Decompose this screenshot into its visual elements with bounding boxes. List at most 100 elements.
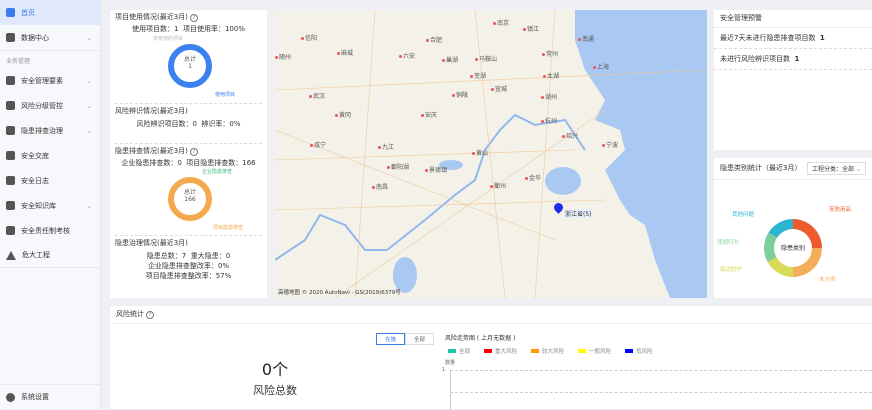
- project-usage-donut: 未使用的项目 总计 1 使用项目: [115, 34, 262, 100]
- toggle-in-progress[interactable]: 在施: [376, 333, 406, 345]
- city-label: 六安: [399, 51, 415, 60]
- pie-slice[interactable]: [764, 232, 777, 262]
- city-label: 常州: [542, 49, 558, 58]
- gridline: [450, 370, 872, 371]
- center-value: 1: [188, 63, 192, 70]
- sidebar-item-home[interactable]: 首页: [0, 0, 100, 25]
- sidebar-item-hazard-govern[interactable]: 隐患排查治理 ⌄: [0, 118, 100, 143]
- roads: [275, 10, 707, 298]
- project-category-select[interactable]: 工程分类：全部 ⌄: [807, 162, 866, 175]
- legend-swatch: [484, 349, 493, 353]
- shield-icon: [6, 76, 15, 85]
- city-label: 南通: [578, 34, 594, 43]
- city-label: 衢州: [490, 181, 506, 190]
- unused-legend: 未使用的项目: [153, 36, 184, 42]
- city-label: 芜湖: [470, 71, 486, 80]
- city-label: 镇江: [523, 24, 539, 33]
- legend-swatch: [625, 349, 634, 353]
- chevron-down-icon: ⌄: [86, 101, 92, 110]
- sidebar-item-safety-log[interactable]: 安全日志: [0, 168, 100, 193]
- legend-item[interactable]: 重大风险: [484, 347, 517, 355]
- legend-label: 较大风险: [542, 349, 565, 355]
- book-icon: [6, 201, 15, 210]
- alert-item[interactable]: 未进行风险辨识项目数 1: [714, 49, 872, 70]
- city-label: 湖州: [541, 92, 557, 101]
- marker-label[interactable]: 浙江省(5): [564, 209, 593, 218]
- sidebar-item-data-center[interactable]: 数据中心 ⌄: [0, 25, 100, 50]
- city-label: 黄山: [472, 148, 488, 157]
- shield-check-icon: [6, 151, 15, 160]
- legend-item[interactable]: 一般风险: [578, 347, 611, 355]
- sidebar-item-knowledge[interactable]: 安全知识库 ⌄: [0, 193, 100, 218]
- bar-chart-icon: [6, 33, 15, 42]
- lock-alert-icon: [6, 126, 15, 135]
- status-toggle: 在施 全部: [376, 333, 435, 345]
- alerts-panel: 安全管理预警 最近7天未进行隐患排查项目数 1 未进行风险辨识项目数 1: [714, 10, 872, 150]
- project-rectify-rate-label: 项目隐患排查整改率：: [145, 272, 216, 280]
- y-axis-label: 数量: [445, 360, 456, 366]
- sidebar-item-settings[interactable]: 系统设置: [0, 384, 100, 409]
- pie-slice[interactable]: [767, 257, 793, 277]
- slice-label: 未分类: [819, 275, 836, 283]
- legend-item[interactable]: 较大风险: [531, 347, 564, 355]
- pie-slice[interactable]: [793, 219, 822, 248]
- toggle-all[interactable]: 全部: [405, 333, 435, 345]
- checkbox-icon: [6, 226, 15, 235]
- city-label: 九江: [378, 142, 394, 151]
- hazard-check-summary: 企业隐患排查数：0 项目隐患排查数：166: [121, 159, 256, 167]
- hazard-check-donut: 企业隐患排查 总计 166 项目隐患排查: [115, 168, 262, 232]
- y-tick: 1: [442, 367, 446, 373]
- project-usage-title: 项目使用情况(最近3月): [115, 13, 188, 21]
- risk-identify-summary: 风险辨识项目数：0 辨识率：0%: [136, 120, 241, 128]
- help-icon[interactable]: ?: [189, 14, 198, 22]
- city-label: 随州: [275, 52, 291, 61]
- center-label: 总计: [183, 189, 196, 196]
- trend-title: 风险走势图 ( 上月无数据 ): [445, 335, 516, 342]
- alert-item[interactable]: 最近7天未进行隐患排查项目数 1: [714, 28, 872, 49]
- map-attribution: 高德地图 © 2020 AutoNavi - GS(2019)6379号: [278, 290, 401, 296]
- legend-label: 全部: [459, 349, 471, 355]
- risk-count-label: 风险总数: [253, 384, 297, 397]
- project-rectify-rate: 57%: [215, 272, 232, 280]
- slice-label: 临边防护: [720, 265, 743, 273]
- sidebar-item-safety-briefing[interactable]: 安全交底: [0, 143, 100, 168]
- chevron-down-icon: ⌄: [86, 201, 92, 210]
- home-icon: [6, 8, 15, 17]
- pie-slice[interactable]: [793, 248, 822, 277]
- sidebar-item-safety-elements[interactable]: 安全管理要素 ⌄: [0, 68, 100, 93]
- sidebar-item-responsibility[interactable]: 安全责任制考核: [0, 218, 100, 243]
- trend-legend: 全部 重大风险 较大风险 一般风险 低风险: [448, 347, 667, 355]
- city-label: 巢湖: [442, 55, 458, 64]
- project-legend: 项目隐患排查: [213, 225, 244, 231]
- document-icon: [6, 176, 15, 185]
- hazard-category-title: 隐患类别统计（最近3月）: [720, 164, 802, 172]
- project-usage-summary: 使用项目数：1 项目使用率：100%: [132, 25, 245, 33]
- city-label: 信阳: [301, 33, 317, 42]
- city-label: 金华: [525, 173, 541, 182]
- legend-swatch: [448, 349, 456, 353]
- used-legend: 使用项目: [215, 92, 236, 98]
- help-icon[interactable]: ?: [189, 148, 198, 156]
- city-label: 麻城: [337, 48, 353, 57]
- map[interactable]: 南京 合肥 镇江 常州 南通 上海 太湖 巢湖 马鞍山 芜湖 宣城 铜陵 安庆 六安 信阳 武汉 黄冈 咸宁 九江鄱…: [275, 10, 707, 298]
- sidebar-item-risk-control[interactable]: 风险分级管控 ⌄: [0, 93, 100, 118]
- help-icon[interactable]: ?: [146, 311, 154, 319]
- chevron-down-icon: ⌄: [86, 126, 92, 135]
- risk-count: 0个: [261, 360, 289, 379]
- triangle-warning-icon: [6, 250, 16, 260]
- sidebar-item-major-project[interactable]: 危大工程: [0, 243, 100, 268]
- hazard-govern-title: 隐患治理情况(最近3月): [115, 239, 188, 247]
- city-label: 南京: [493, 18, 509, 27]
- enterprise-legend: 企业隐患排查: [202, 169, 233, 175]
- pie-slice[interactable]: [768, 219, 793, 238]
- chevron-down-icon: ⌄: [86, 33, 92, 42]
- legend-item[interactable]: 低风险: [625, 347, 653, 355]
- hazard-category-panel: 隐患类别统计（最近3月） 工程分类：全部 ⌄ 安防用品 未分类 临边防护 违规行为 其他…: [714, 158, 872, 298]
- center-value: 166: [184, 196, 196, 203]
- city-label: 杭州: [541, 116, 557, 125]
- legend-swatch: [531, 349, 540, 353]
- hazard-check-title: 隐患排查情况(最近3月): [115, 147, 188, 155]
- city-label: 南昌: [372, 182, 388, 191]
- legend-item[interactable]: 全部: [448, 347, 470, 355]
- city-label: 黄冈: [335, 110, 351, 119]
